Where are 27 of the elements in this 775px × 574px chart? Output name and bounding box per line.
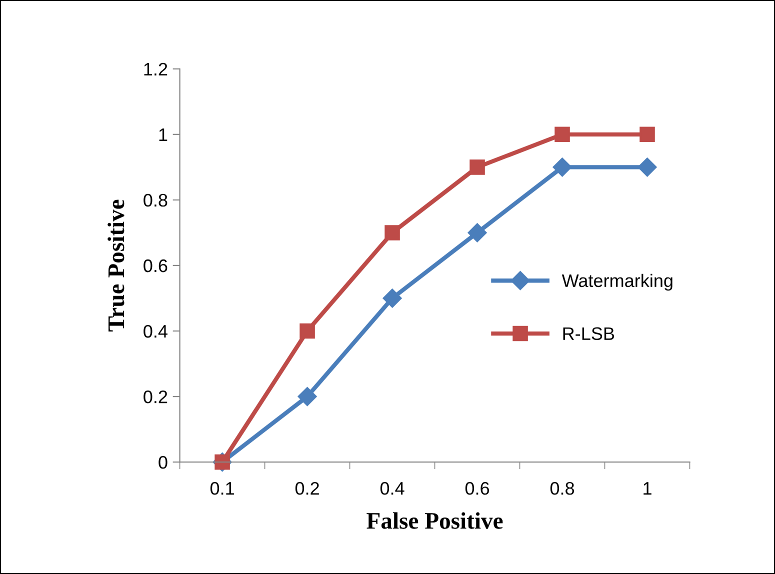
x-tick-label: 1	[644, 482, 652, 495]
y-tick-label: 0.6	[144, 259, 168, 272]
y-tick-label: 0.8	[144, 194, 168, 207]
point	[554, 126, 570, 142]
point	[468, 223, 487, 242]
x-tick-label: 0.6	[465, 482, 490, 495]
point	[470, 160, 485, 175]
y-tick-label: 0.4	[144, 324, 168, 338]
point	[384, 225, 400, 240]
legend-label: R-LSB	[563, 327, 614, 340]
point	[638, 158, 657, 177]
y-tick-label: 1.2	[144, 62, 168, 76]
y-tick-label: 0.2	[144, 390, 168, 404]
y-tick-label: 0	[158, 456, 168, 469]
point	[552, 158, 572, 177]
x-axis-title: False Positive	[366, 512, 503, 529]
point	[640, 126, 655, 142]
y-axis-title: True Positive	[108, 200, 124, 332]
x-tick-label: 0.8	[550, 482, 574, 495]
point	[382, 288, 402, 308]
x-tick-label: 0.2	[295, 482, 319, 495]
y-tick-label: 1	[159, 128, 168, 141]
x-tick-label: 0.4	[380, 482, 404, 495]
legend-label: Watermarking	[562, 274, 672, 291]
point	[300, 323, 315, 339]
x-tick-label: 0.1	[210, 482, 234, 495]
point	[298, 387, 317, 406]
